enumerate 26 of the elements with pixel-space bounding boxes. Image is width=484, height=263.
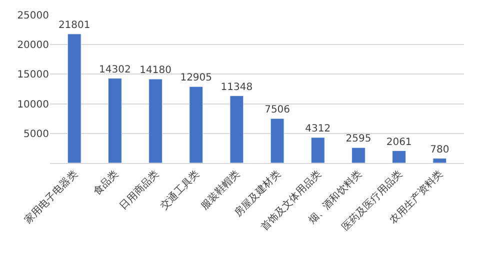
bar — [392, 150, 406, 163]
data-label: 14180 — [140, 65, 172, 76]
data-label: 14302 — [99, 64, 131, 76]
bar — [432, 158, 447, 163]
bar — [270, 118, 284, 163]
x-tick-label: 家用电子电器类 — [22, 168, 80, 226]
y-tick-label: 25000 — [17, 10, 49, 22]
bar — [108, 78, 122, 163]
data-label: 7506 — [264, 104, 290, 116]
y-tick-label: 15000 — [17, 70, 49, 81]
y-tick-label: 10000 — [17, 99, 49, 110]
data-label: 2595 — [346, 134, 372, 145]
data-label: 2061 — [386, 136, 412, 148]
data-label: 11348 — [220, 82, 253, 93]
y-tick-label: 5000 — [24, 128, 49, 140]
bar — [67, 34, 82, 163]
bar — [310, 137, 325, 163]
data-label: 12905 — [180, 72, 212, 84]
y-tick-label: 20000 — [17, 40, 49, 52]
bar — [148, 78, 162, 163]
data-label: 21801 — [58, 20, 90, 31]
bar — [352, 147, 366, 163]
bar — [230, 96, 244, 163]
data-label: 4312 — [305, 123, 331, 134]
bar — [189, 86, 204, 163]
data-label: 780 — [430, 144, 450, 156]
